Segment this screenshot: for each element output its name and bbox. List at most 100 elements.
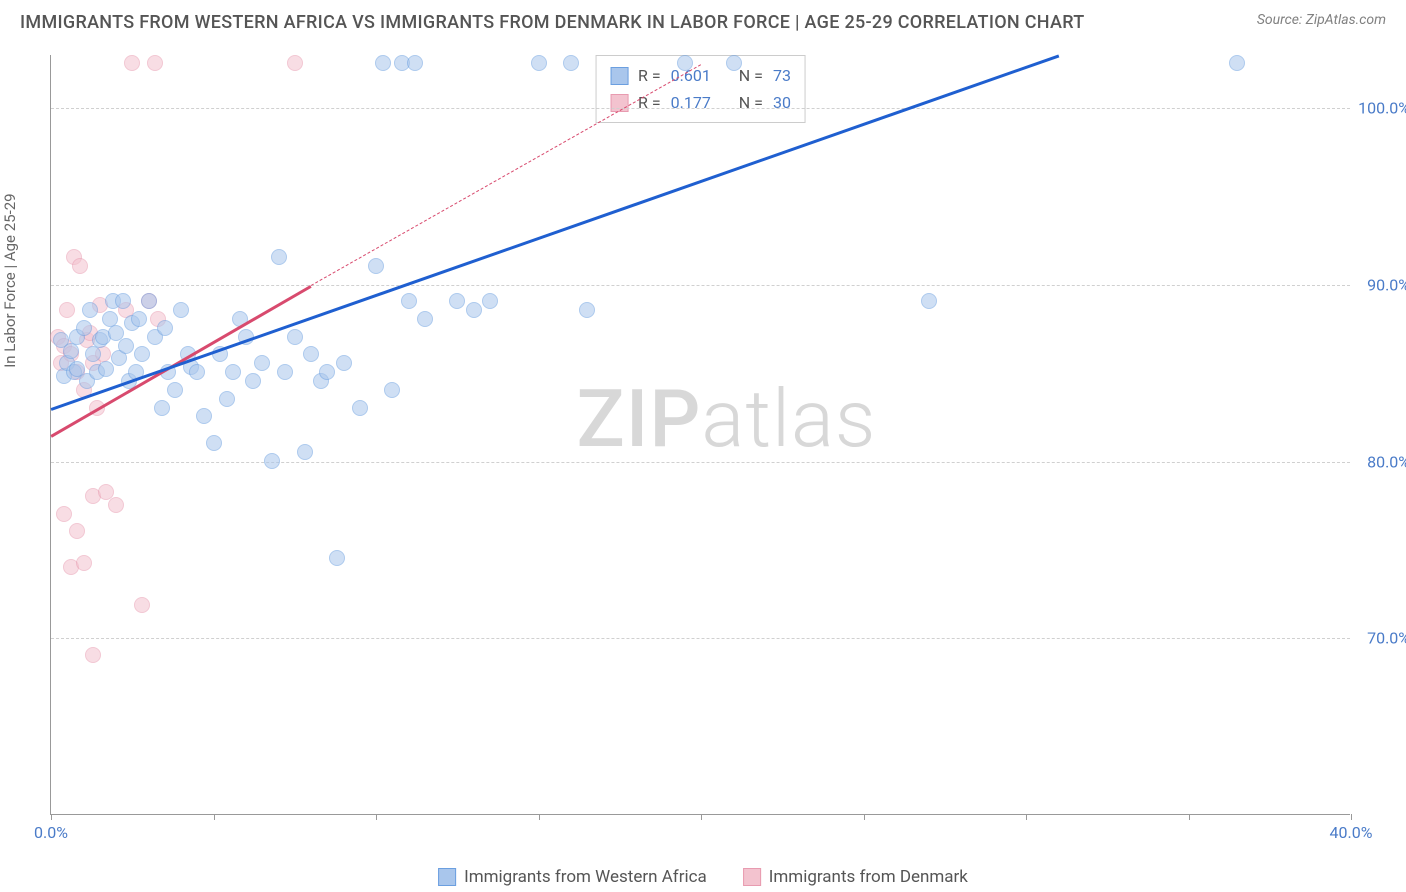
x-tick <box>539 814 540 820</box>
data-point <box>579 302 595 318</box>
data-point <box>384 382 400 398</box>
data-point <box>329 550 345 566</box>
legend-swatch <box>610 67 628 85</box>
data-point <box>173 302 189 318</box>
x-tick <box>376 814 377 820</box>
data-point <box>297 444 313 460</box>
data-point <box>134 346 150 362</box>
x-tick <box>1189 814 1190 820</box>
data-point <box>401 293 417 309</box>
x-tick <box>214 814 215 820</box>
grid-line <box>51 638 1350 639</box>
stats-n-value: 73 <box>773 62 791 89</box>
watermark: ZIPatlas <box>576 372 876 466</box>
data-point <box>85 346 101 362</box>
data-point <box>921 293 937 309</box>
y-tick-label: 70.0% <box>1367 629 1406 648</box>
stats-r-value: 0.177 <box>671 89 711 116</box>
data-point <box>1229 55 1245 71</box>
legend-item: Immigrants from Denmark <box>743 867 968 887</box>
y-tick-label: 90.0% <box>1367 275 1406 294</box>
grid-line <box>51 285 1350 286</box>
source-label: Source: ZipAtlas.com <box>1257 12 1386 28</box>
header: IMMIGRANTS FROM WESTERN AFRICA VS IMMIGR… <box>0 0 1406 41</box>
data-point <box>56 506 72 522</box>
data-point <box>118 338 134 354</box>
x-tick-label: 40.0% <box>1330 823 1373 842</box>
data-point <box>147 55 163 71</box>
legend-label: Immigrants from Western Africa <box>464 867 707 887</box>
data-point <box>196 408 212 424</box>
data-point <box>85 647 101 663</box>
data-point <box>449 293 465 309</box>
x-tick-label: 0.0% <box>34 823 68 842</box>
data-point <box>59 302 75 318</box>
data-point <box>167 382 183 398</box>
data-point <box>287 329 303 345</box>
data-point <box>407 55 423 71</box>
data-point <box>131 311 147 327</box>
legend-item: Immigrants from Western Africa <box>438 867 707 887</box>
data-point <box>219 391 235 407</box>
grid-line <box>51 108 1350 109</box>
data-point <box>336 355 352 371</box>
data-point <box>108 497 124 513</box>
data-point <box>63 343 79 359</box>
data-point <box>531 55 547 71</box>
data-point <box>72 258 88 274</box>
y-tick-label: 80.0% <box>1367 452 1406 471</box>
bottom-legend: Immigrants from Western Africa Immigrants… <box>438 867 968 887</box>
data-point <box>287 55 303 71</box>
data-point <box>319 364 335 380</box>
stats-row: R =0.177 N =30 <box>610 89 791 116</box>
stats-n-value: 30 <box>773 89 791 116</box>
data-point <box>726 55 742 71</box>
data-point <box>76 320 92 336</box>
x-tick <box>1351 814 1352 820</box>
legend-label: Immigrants from Denmark <box>769 867 968 887</box>
x-tick <box>51 814 52 820</box>
data-point <box>352 400 368 416</box>
data-point <box>482 293 498 309</box>
stats-r-label: R = <box>638 62 661 89</box>
data-point <box>303 346 319 362</box>
data-point <box>677 55 693 71</box>
data-point <box>157 320 173 336</box>
data-point <box>76 555 92 571</box>
data-point <box>82 302 98 318</box>
data-point <box>375 55 391 71</box>
x-tick <box>701 814 702 820</box>
data-point <box>264 453 280 469</box>
data-point <box>154 400 170 416</box>
data-point <box>563 55 579 71</box>
x-tick <box>1026 814 1027 820</box>
data-point <box>368 258 384 274</box>
data-point <box>98 361 114 377</box>
stats-n-label: N = <box>739 62 763 89</box>
legend-swatch <box>743 868 761 886</box>
data-point <box>141 293 157 309</box>
data-point <box>189 364 205 380</box>
data-point <box>115 293 131 309</box>
stats-n-label: N = <box>739 89 763 116</box>
y-axis-label: In Labor Force | Age 25-29 <box>1 193 19 367</box>
data-point <box>69 523 85 539</box>
x-tick <box>864 814 865 820</box>
data-point <box>277 364 293 380</box>
data-point <box>124 55 140 71</box>
data-point <box>134 597 150 613</box>
data-point <box>417 311 433 327</box>
stats-row: R =0.601 N =73 <box>610 62 791 89</box>
regression-dashed <box>311 64 701 286</box>
legend-swatch <box>438 868 456 886</box>
data-point <box>271 249 287 265</box>
chart-area: ZIPatlas R =0.601 N =73R =0.177 N =30 70… <box>50 55 1350 815</box>
data-point <box>254 355 270 371</box>
data-point <box>206 435 222 451</box>
grid-line <box>51 462 1350 463</box>
data-point <box>245 373 261 389</box>
page-title: IMMIGRANTS FROM WESTERN AFRICA VS IMMIGR… <box>20 12 1085 33</box>
data-point <box>466 302 482 318</box>
data-point <box>225 364 241 380</box>
y-tick-label: 100.0% <box>1358 99 1406 118</box>
